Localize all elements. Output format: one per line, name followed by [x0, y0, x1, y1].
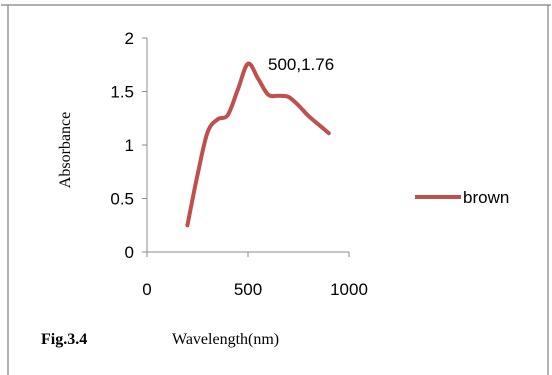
y-tick-label: 2	[125, 29, 134, 48]
y-axis-title: Absorbance	[57, 112, 74, 188]
x-axis-title: Wavelength(nm)	[172, 331, 279, 348]
y-tick-label: 0.5	[110, 190, 134, 209]
y-tick-label: 1.5	[110, 83, 134, 102]
x-tick-label: 0	[142, 280, 151, 299]
y-tick-label: 1	[125, 136, 134, 155]
x-ticks: 0 500 1000	[142, 252, 368, 299]
series-line-brown	[185, 61, 331, 228]
peak-data-label: 500,1.76	[268, 55, 334, 74]
y-tick-label: 0	[125, 243, 134, 262]
x-tick-label: 500	[234, 280, 262, 299]
legend: brown	[415, 188, 509, 207]
y-ticks: 0 0.5 1 1.5 2	[110, 29, 147, 262]
x-tick-label: 1000	[330, 280, 368, 299]
legend-label-brown: brown	[463, 188, 509, 207]
figure-caption: Fig.3.4	[41, 331, 87, 348]
